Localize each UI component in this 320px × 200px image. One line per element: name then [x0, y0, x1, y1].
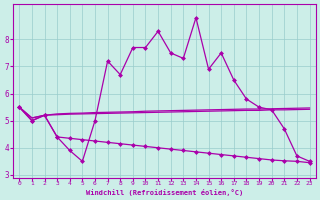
X-axis label: Windchill (Refroidissement éolien,°C): Windchill (Refroidissement éolien,°C) — [86, 189, 243, 196]
